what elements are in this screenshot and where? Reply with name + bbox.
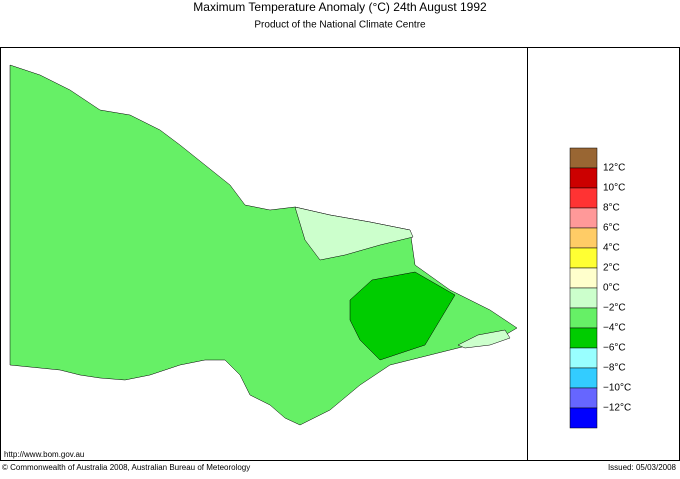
legend-swatch	[569, 267, 598, 289]
legend-label: 12°C	[603, 163, 625, 174]
legend-swatch	[569, 347, 598, 369]
anomaly-zone-light-east	[457, 329, 511, 349]
legend-swatch	[569, 207, 598, 229]
legend-label: 6°C	[603, 223, 620, 234]
copyright: © Commonwealth of Australia 2008, Austra…	[2, 463, 250, 472]
legend-swatch	[569, 407, 598, 429]
legend-label: 10°C	[603, 183, 625, 194]
legend-label: −8°C	[603, 363, 626, 374]
legend-swatch	[569, 147, 598, 169]
legend-label: 0°C	[603, 283, 620, 294]
legend-label: 2°C	[603, 263, 620, 274]
legend-label: 8°C	[603, 203, 620, 214]
title: Maximum Temperature Anomaly (°C) 24th Au…	[193, 0, 487, 14]
legend-label: −6°C	[603, 343, 626, 354]
legend-swatch	[569, 327, 598, 349]
legend-swatch	[569, 167, 598, 189]
legend-swatch	[569, 247, 598, 269]
legend: 12°C 10°C 8°C 6°C 4°C 2°C 0°C −2°C −4°C −6°C −8°C −…	[569, 147, 631, 429]
anomaly-zone-light	[294, 206, 414, 261]
legend-swatch	[569, 367, 598, 389]
subtitle: Product of the National Climate Centre	[254, 20, 426, 31]
legend-label: 4°C	[603, 243, 620, 254]
anomaly-zone-dark	[349, 271, 456, 361]
issued: Issued: 05/03/2008	[608, 463, 677, 472]
legend-swatch	[569, 287, 598, 309]
victoria-base	[9, 64, 518, 426]
legend-label: −2°C	[603, 303, 626, 314]
legend-label: −10°C	[603, 383, 631, 394]
legend-label: −12°C	[603, 403, 631, 414]
legend-swatch	[569, 227, 598, 249]
legend-swatch	[569, 307, 598, 329]
url: http://www.bom.gov.au	[4, 450, 84, 459]
legend-swatch	[569, 187, 598, 209]
legend-swatch	[569, 387, 598, 409]
legend-label: −4°C	[603, 323, 626, 334]
